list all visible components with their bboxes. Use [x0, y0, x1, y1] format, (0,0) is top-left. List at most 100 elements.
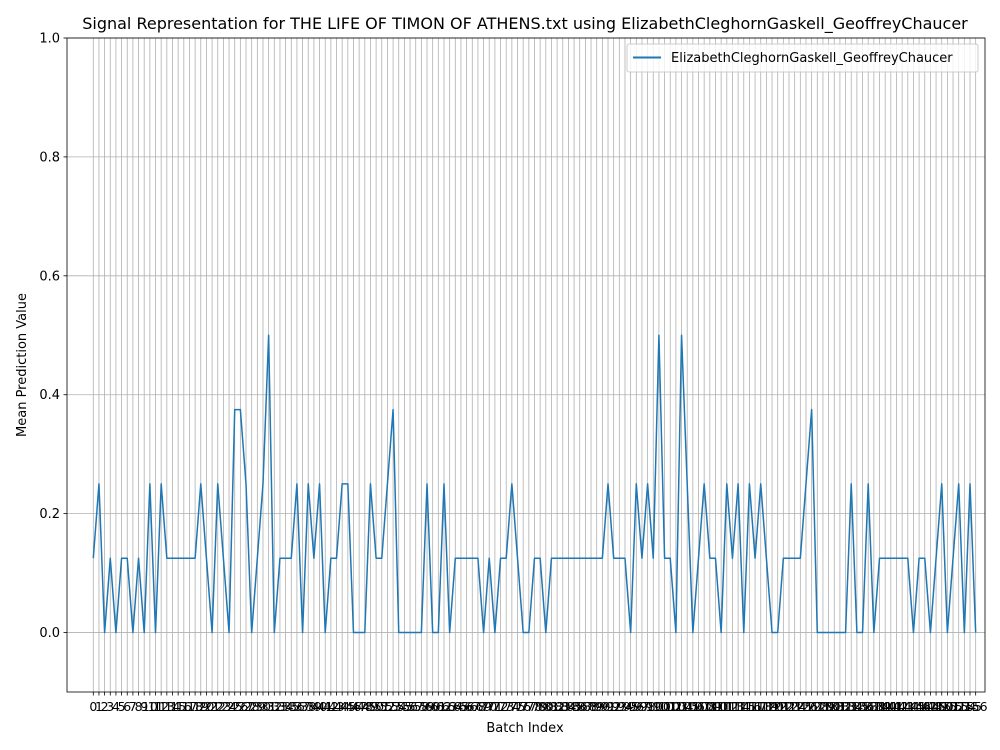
x-tick-label: 100 [647, 699, 671, 714]
chart-title: Signal Representation for THE LIFE OF TI… [82, 14, 968, 34]
x-tick-label: 119 [754, 699, 778, 714]
x-tick-label: 1 [95, 699, 103, 714]
x-tick-label: 144 [896, 699, 920, 714]
y-tick-label: 0.4 [39, 388, 60, 403]
x-tick-label: 98 [640, 699, 656, 714]
x-tick-label: 115 [732, 699, 756, 714]
x-tick-label: 55 [396, 699, 412, 714]
x-tick-label: 9 [140, 699, 148, 714]
x-tick-label: 41 [317, 699, 333, 714]
x-tick-label: 140 [873, 699, 897, 714]
x-tick-label: 51 [374, 699, 390, 714]
x-tick-label: 32 [266, 699, 282, 714]
x-tick-label: 17 [182, 699, 198, 714]
x-tick-label: 138 [862, 699, 886, 714]
x-tick-label: 18 [187, 699, 203, 714]
x-tick-label: 47 [351, 699, 367, 714]
x-tick-label: 5 [118, 699, 126, 714]
x-tick-label: 127 [800, 699, 824, 714]
x-tick-label: 25 [227, 699, 243, 714]
x-tick-label: 24 [221, 699, 237, 714]
x-tick-label: 75 [510, 699, 526, 714]
x-tick-label: 131 [822, 699, 846, 714]
x-tick-label: 13 [159, 699, 175, 714]
x-tick-label: 2 [101, 699, 109, 714]
x-tick-label: 8 [135, 699, 143, 714]
x-tick-label: 99 [645, 699, 661, 714]
x-tick-label: 26 [232, 699, 248, 714]
x-tick-label: 103 [664, 699, 688, 714]
x-tick-label: 153 [947, 699, 971, 714]
x-tick-label: 20 [198, 699, 214, 714]
x-tick-label: 3 [106, 699, 114, 714]
x-tick-label: 77 [521, 699, 537, 714]
x-tick-label: 71 [487, 699, 503, 714]
x-tick-label: 122 [771, 699, 795, 714]
x-tick-label: 106 [681, 699, 705, 714]
x-tick-label: 133 [834, 699, 858, 714]
x-tick-label: 49 [363, 699, 379, 714]
x-tick-label: 63 [442, 699, 458, 714]
x-tick-label: 0 [89, 699, 97, 714]
x-tick-label: 113 [721, 699, 745, 714]
x-tick-label: 28 [244, 699, 260, 714]
x-tick-label: 130 [817, 699, 841, 714]
x-tick-label: 54 [391, 699, 407, 714]
x-tick-label: 120 [760, 699, 784, 714]
x-tick-label: 23 [215, 699, 231, 714]
x-tick-label: 97 [634, 699, 650, 714]
x-tick-label: 50 [368, 699, 384, 714]
x-tick-label: 151 [935, 699, 959, 714]
x-tick-label: 67 [464, 699, 480, 714]
x-tick-label: 62 [436, 699, 452, 714]
x-tick-label: 65 [453, 699, 469, 714]
x-tick-label: 118 [749, 699, 773, 714]
x-tick-label: 141 [879, 699, 903, 714]
x-tick-label: 21 [204, 699, 220, 714]
x-tick-label: 36 [289, 699, 305, 714]
x-tick-label: 152 [941, 699, 965, 714]
x-tick-label: 114 [726, 699, 750, 714]
series-line [92, 334, 977, 634]
x-tick-label: 37 [295, 699, 311, 714]
x-tick-label: 68 [470, 699, 486, 714]
x-tick-label: 6 [123, 699, 131, 714]
x-tick-label: 44 [334, 699, 350, 714]
x-tick-label: 84 [560, 699, 576, 714]
x-tick-label: 12 [153, 699, 169, 714]
x-tick-label: 72 [493, 699, 509, 714]
x-tick-label: 121 [766, 699, 790, 714]
y-tick-label: 0.6 [39, 269, 60, 284]
legend-label: ElizabethCleghornGaskell_GeoffreyChaucer [671, 51, 953, 66]
x-tick-label: 39 [306, 699, 322, 714]
x-tick-label: 45 [340, 699, 356, 714]
x-tick-label: 148 [918, 699, 942, 714]
x-tick-label: 64 [447, 699, 463, 714]
x-tick-label: 42 [323, 699, 339, 714]
x-tick-label: 145 [902, 699, 926, 714]
x-tick-label: 76 [515, 699, 531, 714]
x-tick-label: 126 [794, 699, 818, 714]
x-tick-label: 15 [170, 699, 186, 714]
x-tick-label: 10 [142, 699, 158, 714]
x-tick-label: 74 [504, 699, 520, 714]
y-axis-label: Mean Prediction Value [15, 293, 30, 437]
x-tick-label: 81 [543, 699, 559, 714]
x-tick-label: 78 [527, 699, 543, 714]
x-tick-label: 35 [283, 699, 299, 714]
x-tick-label: 29 [249, 699, 265, 714]
x-tick-label: 53 [385, 699, 401, 714]
x-tick-label: 66 [459, 699, 475, 714]
legend-box [626, 43, 979, 73]
x-tick-label: 22 [210, 699, 226, 714]
x-tick-label: 116 [737, 699, 761, 714]
x-tick-label: 108 [692, 699, 716, 714]
x-tick-label: 136 [851, 699, 875, 714]
x-tick-label: 31 [261, 699, 277, 714]
x-tick-label: 40 [312, 699, 328, 714]
plot-area: 0.00.20.40.60.81.00123456789101112131415… [39, 32, 987, 715]
x-tick-label: 105 [675, 699, 699, 714]
x-tick-label: 70 [481, 699, 497, 714]
x-axis-label: Batch Index [486, 721, 564, 736]
x-tick-label: 147 [913, 699, 937, 714]
